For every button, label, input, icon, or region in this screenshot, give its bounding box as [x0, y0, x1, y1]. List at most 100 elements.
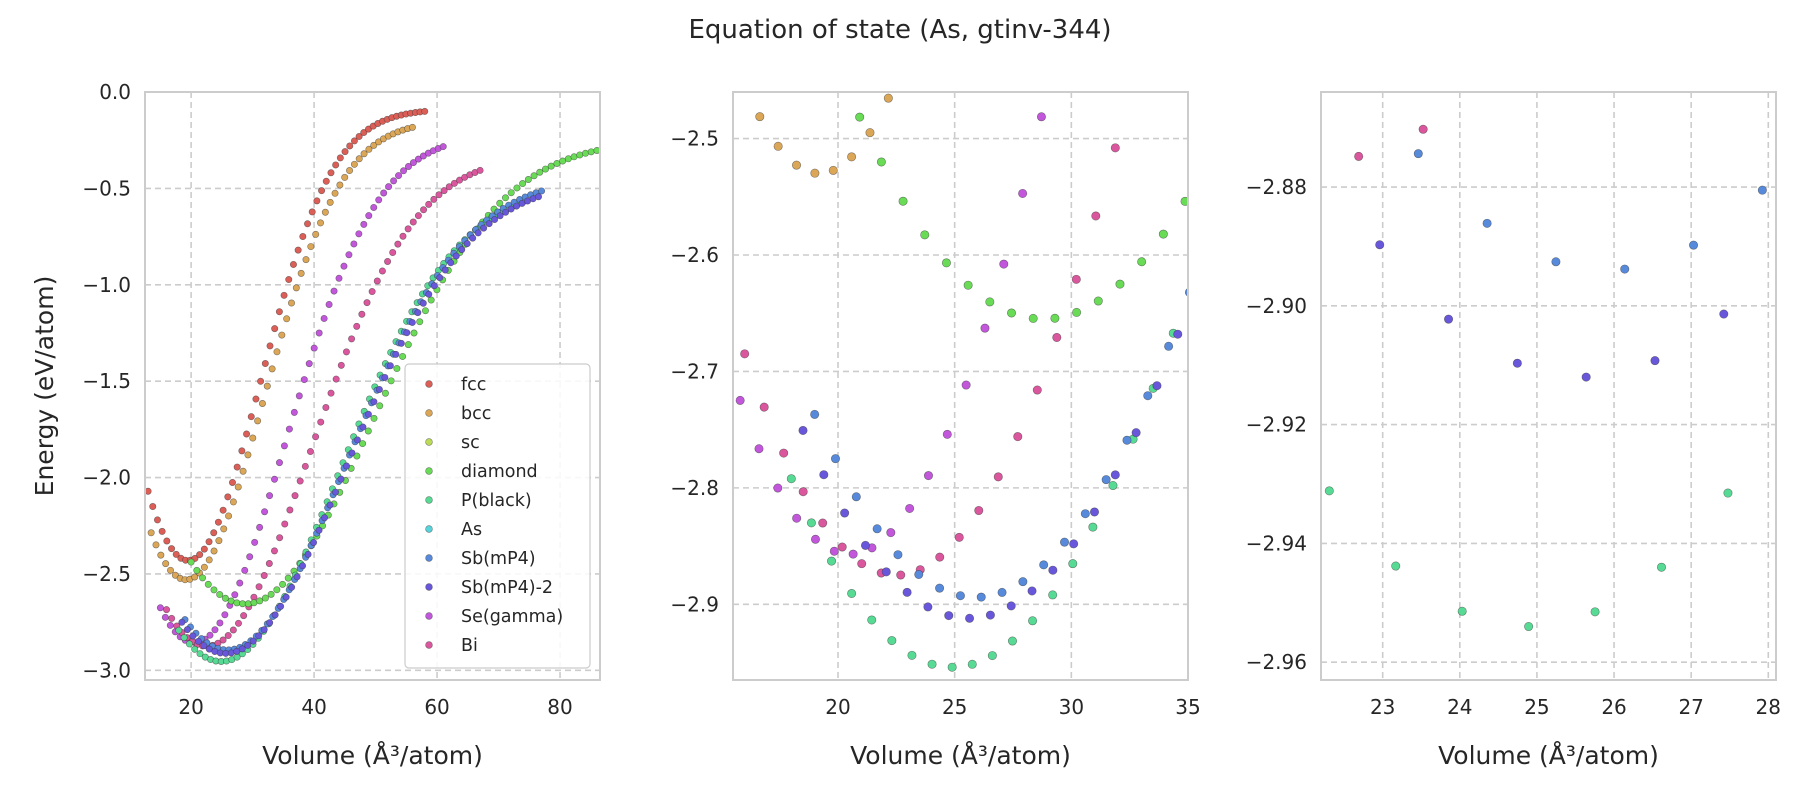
point-fcc: [360, 129, 368, 137]
point-bcc: [278, 331, 286, 339]
point-sb-mp4-2: [1719, 309, 1729, 319]
point-diamond: [581, 149, 589, 157]
point-p-black: [1189, 270, 1197, 278]
point-sb-mp4-2: [535, 193, 543, 201]
point-se-gamma: [166, 621, 174, 629]
points-group: [1324, 61, 1767, 632]
point-sb-mp4: [1551, 257, 1561, 267]
point-sb-mp4-2: [474, 229, 482, 237]
point-sb-mp4-2: [881, 567, 891, 577]
point-diamond: [1158, 229, 1168, 239]
point-sb-mp4-2: [260, 626, 268, 634]
point-p-black: [1524, 622, 1534, 632]
point-bcc: [737, 72, 745, 80]
x-axis-label: Volume (Å³/atom): [1438, 741, 1659, 770]
point-bi: [1483, 61, 1491, 69]
y-tick-label: −1.0: [82, 273, 131, 297]
point-diamond: [898, 196, 908, 206]
point-se-gamma: [280, 442, 288, 450]
point-se-gamma: [414, 155, 422, 163]
point-se-gamma: [380, 189, 388, 197]
point-se-gamma: [221, 611, 229, 619]
axes-layer: 20 40 60 80 0.0 −0.5 −1.0 −1.5 −2.0 −2.5 −3.0 Volum…: [30, 61, 1781, 770]
point-diamond: [553, 159, 561, 167]
legend-label-p-black: P(black): [461, 491, 532, 511]
point-sb-mp4: [1164, 341, 1174, 351]
x-tick-label: 23: [1370, 695, 1395, 719]
y-tick-label: −2.5: [82, 562, 131, 586]
point-diamond: [1137, 257, 1147, 267]
point-sb-mp4-2: [1194, 274, 1202, 282]
point-fcc: [294, 246, 302, 254]
point-diamond: [1203, 159, 1211, 167]
point-fcc: [196, 551, 204, 559]
point-diamond: [399, 352, 407, 360]
point-bi: [1110, 143, 1120, 153]
point-se-gamma: [241, 566, 249, 574]
point-bcc: [200, 563, 208, 571]
point-p-black: [987, 651, 997, 661]
point-sb-mp4: [1122, 435, 1132, 445]
x-tick-label: 30: [1059, 695, 1084, 719]
point-sb-mp4-2: [860, 540, 870, 550]
point-p-black: [786, 474, 796, 484]
axes-frame: [732, 91, 1189, 681]
point-bi: [281, 520, 289, 528]
y-tick-label: −2.90: [1246, 294, 1307, 318]
point-sb-mp4-2: [359, 423, 367, 431]
x-tick-label: 80: [547, 695, 572, 719]
point-bi: [1071, 274, 1081, 284]
point-sb-mp4-2: [798, 425, 808, 435]
point-bcc: [268, 365, 276, 373]
point-bcc: [229, 498, 237, 506]
point-bi: [270, 547, 278, 555]
point-se-gamma: [1036, 112, 1046, 122]
point-sb-mp4-2: [183, 626, 191, 634]
point-se-gamma: [285, 425, 293, 433]
point-bi: [974, 506, 984, 516]
point-sb-mp4-2: [436, 274, 444, 282]
point-sb-mp4-2: [178, 618, 186, 626]
point-bi: [857, 559, 867, 569]
point-sb-mp4-2: [1089, 507, 1099, 517]
point-sb-mp4-2: [902, 587, 912, 597]
point-bcc: [865, 128, 875, 138]
point-sb-mp4: [1482, 218, 1492, 228]
point-p-black: [1229, 142, 1237, 150]
point-bcc: [273, 348, 281, 356]
point-se-gamma: [335, 274, 343, 282]
point-bcc: [258, 400, 266, 408]
point-sb-mp4-2: [1048, 565, 1058, 575]
point-sb-mp4-2: [392, 350, 400, 358]
x-tick-label: 26: [1601, 695, 1626, 719]
point-bi: [759, 402, 769, 412]
legend-label-se-gamma: Se(gamma): [461, 607, 563, 627]
point-bi: [337, 361, 345, 369]
points-group: [145, 107, 600, 665]
point-bi: [1013, 432, 1023, 442]
point-fcc: [346, 142, 354, 150]
point-bi: [935, 552, 945, 562]
point-sb-mp4-2: [1375, 240, 1385, 250]
point-p-black: [927, 659, 937, 669]
point-fcc: [145, 487, 152, 495]
point-bi: [363, 299, 371, 307]
point-diamond: [576, 151, 584, 159]
point-p-black: [1108, 481, 1118, 491]
point-bcc: [205, 556, 213, 564]
point-p-black: [1048, 590, 1058, 600]
legend-marker-se-gamma: [425, 612, 433, 620]
point-bi: [798, 487, 808, 497]
point-sb-mp4: [872, 524, 882, 534]
point-diamond: [1093, 296, 1103, 306]
point-se-gamma: [754, 444, 764, 454]
point-sb-mp4-2: [430, 282, 438, 290]
legend-label-fcc: fcc: [461, 375, 486, 395]
point-sb-mp4-2: [353, 436, 361, 444]
point-sb-mp4-2: [1650, 356, 1660, 366]
point-bi: [425, 200, 433, 208]
point-bi: [219, 636, 227, 644]
y-tick-label: −2.92: [1246, 413, 1307, 437]
x-tick-label: 24: [1447, 695, 1472, 719]
point-sb-mp4-2: [414, 309, 422, 317]
